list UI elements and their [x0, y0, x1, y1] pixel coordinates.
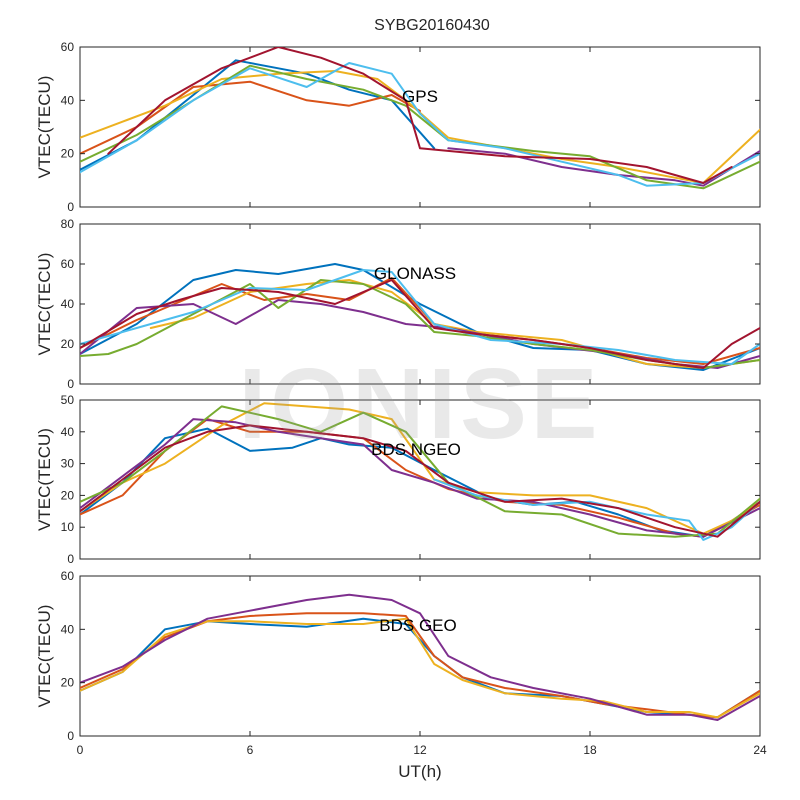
series-group — [80, 263, 760, 371]
y-tick-label: 50 — [61, 393, 75, 407]
panel-label: GLONASS — [374, 264, 456, 283]
series-group — [80, 593, 760, 721]
x-axis-label: UT(h) — [398, 762, 441, 781]
y-tick-label: 30 — [61, 457, 75, 471]
y-tick-label: 20 — [61, 147, 75, 161]
series-line-3 — [80, 402, 760, 535]
series-line-5 — [80, 405, 760, 538]
y-axis-label: VTEC(TECU) — [35, 605, 54, 708]
y-tick-label: 40 — [61, 622, 75, 636]
y-axis-label: VTEC(TECU) — [35, 76, 54, 179]
x-tick-label: 0 — [77, 743, 84, 757]
panel-3: 0 10 20 30 40 50 VTEC(TECU) BDS NGEO — [35, 393, 761, 566]
panel-1: 0 20 40 60 VTEC(TECU) GPS — [35, 40, 761, 214]
y-tick-label: 40 — [61, 297, 75, 311]
series-line-7 — [107, 47, 733, 184]
y-tick-label: 0 — [67, 552, 74, 566]
panel-frame — [79, 46, 761, 208]
x-tick-label: 6 — [247, 743, 254, 757]
x-tick-label: 24 — [753, 743, 767, 757]
series-line-7 — [80, 279, 760, 369]
series-group — [80, 402, 760, 541]
y-tick-label: 20 — [61, 337, 75, 351]
series-group — [80, 47, 760, 190]
series-line-4 — [80, 593, 760, 721]
series-line-3 — [149, 279, 760, 369]
y-tick-label: 0 — [67, 729, 74, 743]
series-line-6 — [80, 62, 760, 187]
series-line-7 — [80, 424, 760, 538]
series-line-1 — [80, 59, 436, 171]
panel-label: GPS — [402, 87, 438, 106]
x-tick-label: 18 — [583, 743, 597, 757]
y-tick-label: 60 — [61, 257, 75, 271]
y-axis-label: VTEC(TECU) — [35, 428, 54, 531]
panel-2: 0 20 40 60 80 VTEC(TECU) GLONASS — [35, 217, 761, 391]
y-tick-label: 0 — [67, 377, 74, 391]
panel-4: 0 20 40 60 0 6 12 18 24 VTEC(TECU) BDS GEO — [35, 569, 767, 757]
y-tick-label: 10 — [61, 520, 75, 534]
series-line-6 — [80, 269, 760, 365]
y-tick-label: 40 — [61, 93, 75, 107]
y-tick-label: 20 — [61, 488, 75, 502]
y-tick-label: 20 — [61, 676, 75, 690]
chart-title: SYBG20160430 — [374, 17, 490, 34]
x-tick-label: 12 — [413, 743, 427, 757]
panel-label: BDS GEO — [379, 616, 456, 635]
y-tick-label: 80 — [61, 217, 75, 231]
y-tick-label: 40 — [61, 425, 75, 439]
y-axis-label: VTEC(TECU) — [35, 253, 54, 356]
panel-label: BDS NGEO — [371, 440, 461, 459]
ionise-watermark: IONISE — [239, 348, 602, 460]
y-tick-label: 60 — [61, 40, 75, 54]
series-line-4 — [80, 418, 760, 538]
y-tick-label: 0 — [67, 200, 74, 214]
y-tick-label: 60 — [61, 569, 75, 583]
